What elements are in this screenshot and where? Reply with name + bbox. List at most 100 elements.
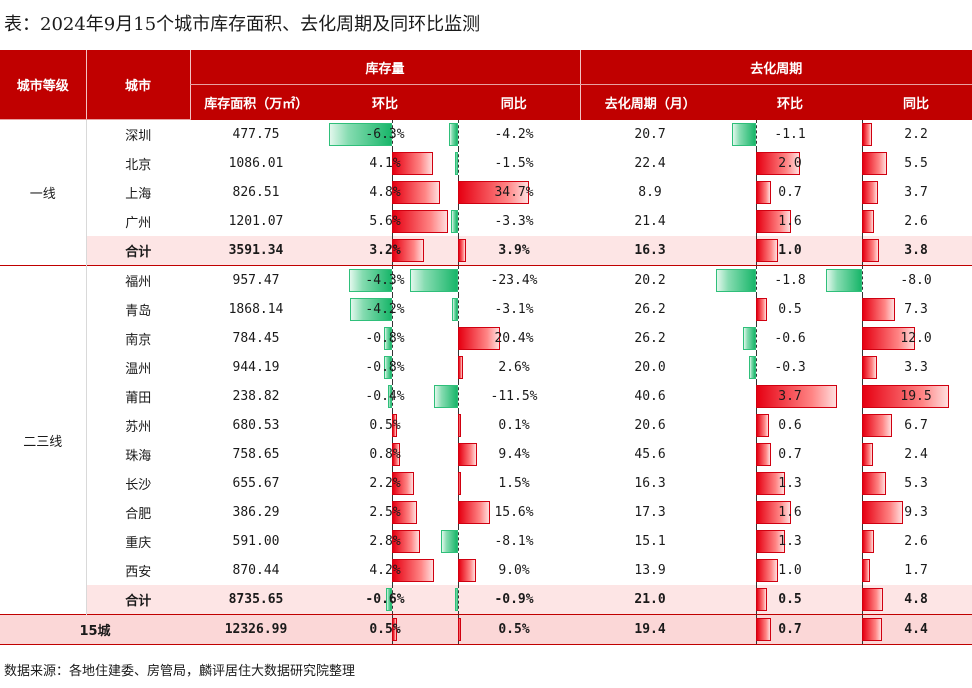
positive-bar <box>458 181 530 204</box>
cycle-yoy-cell: 4.4 <box>860 614 972 645</box>
positive-bar <box>862 443 873 466</box>
inventory-yoy-cell: 15.6% <box>448 498 580 527</box>
positive-bar <box>862 559 870 582</box>
inventory-mom-cell: -0.8% <box>322 353 448 382</box>
header-cycle-yoy: 同比 <box>860 84 972 120</box>
positive-bar <box>392 501 417 524</box>
bar-value: 2.0 <box>778 156 802 171</box>
bar-value: 3.7 <box>778 389 802 404</box>
positive-bar <box>458 414 461 437</box>
bar-value: 4.8 <box>904 592 928 607</box>
tier-cell: 二三线 <box>0 265 87 615</box>
zero-axis <box>392 295 393 324</box>
positive-bar <box>458 501 490 524</box>
positive-bar <box>862 501 904 524</box>
header-cycle: 去化周期（月） <box>579 84 721 120</box>
inventory-area-cell: 784.45 <box>232 331 280 346</box>
positive-bar <box>458 472 462 495</box>
negative-bar <box>731 123 757 146</box>
positive-bar <box>392 210 448 233</box>
positive-bar <box>756 559 779 582</box>
bar-value: 4.1% <box>369 156 401 171</box>
table-row: 苏州 680.53 0.5% 0.1% 20.6 0.6 6.7 <box>0 411 972 440</box>
inventory-yoy-cell: -4.2% <box>448 119 581 149</box>
bar-value: 0.5% <box>498 622 530 637</box>
table-row: 青岛 1868.14 -4.2% -3.1% 26.2 0.5 7.3 <box>0 295 972 324</box>
positive-bar <box>862 618 882 641</box>
bar-value: 2.6 <box>904 214 928 229</box>
bar-value: 3.9% <box>498 243 530 258</box>
header-inventory-mom: 环比 <box>322 84 448 120</box>
negative-bar <box>826 269 863 292</box>
cycle-mom-cell: 2.0 <box>720 149 860 178</box>
bar-value: 4.8% <box>369 185 401 200</box>
inventory-area-cell: 477.75 <box>190 119 322 149</box>
cycle-yoy-cell: 3.8 <box>860 236 972 266</box>
zero-axis <box>756 266 758 295</box>
positive-bar <box>392 472 414 495</box>
positive-bar <box>756 152 801 175</box>
cycle-yoy-cell: 2.2 <box>860 119 972 149</box>
inventory-yoy-cell: -3.3% <box>448 207 580 236</box>
inventory-yoy-cell: 20.4% <box>448 324 580 353</box>
cycle-mom-cell: -0.6 <box>720 324 860 353</box>
inventory-mom-cell: -0.6% <box>322 585 448 615</box>
positive-bar <box>756 588 768 611</box>
cycle-yoy-cell: 7.3 <box>860 295 972 324</box>
bar-value: -23.4% <box>490 273 538 288</box>
cycle-yoy-cell: -8.0 <box>826 265 972 295</box>
cycle-cell: 19.4 <box>580 614 721 645</box>
inventory-mom-cell: 0.5% <box>322 614 448 645</box>
inventory-yoy-cell: 34.7% <box>448 178 580 207</box>
cycle-mom-cell: 0.7 <box>720 614 861 645</box>
cycle-cell: 22.4 <box>634 156 666 171</box>
positive-bar <box>862 356 877 379</box>
negative-bar <box>410 269 458 292</box>
zero-axis <box>458 149 459 178</box>
negative-bar <box>451 298 458 321</box>
positive-bar <box>862 588 884 611</box>
positive-bar <box>458 618 461 641</box>
positive-bar <box>392 152 433 175</box>
bar-value: 0.5 <box>778 302 802 317</box>
cycle-mom-cell: 1.6 <box>720 498 860 527</box>
cycle-mom-cell: 0.5 <box>720 585 861 615</box>
positive-bar <box>392 443 400 466</box>
bar-value: 2.2 <box>904 127 928 142</box>
inventory-area-cell: 758.65 <box>232 447 280 462</box>
zero-axis <box>458 527 459 556</box>
bar-value: -6.3% <box>365 127 405 142</box>
positive-bar <box>392 530 420 553</box>
bar-value: 34.7% <box>494 185 534 200</box>
bar-value: 7.3 <box>904 302 928 317</box>
bar-value: 4.4 <box>904 622 928 637</box>
cycle-cell: 21.0 <box>580 585 721 615</box>
positive-bar <box>756 239 779 262</box>
bar-value: -8.1% <box>494 534 534 549</box>
bar-value: 1.5% <box>498 476 530 491</box>
bar-value: -0.4% <box>365 389 405 404</box>
table-row: 西安 870.44 4.2% 9.0% 13.9 1.0 1.7 <box>0 556 972 585</box>
inventory-yoy-cell: 2.6% <box>448 353 580 382</box>
bar-value: -3.1% <box>494 302 534 317</box>
inventory-mom-cell: 4.1% <box>322 149 448 178</box>
bar-value: 5.3 <box>904 476 928 491</box>
bar-value: -0.8% <box>365 331 405 346</box>
negative-bar <box>455 588 458 611</box>
positive-bar <box>392 618 397 641</box>
header-cycle-mom: 环比 <box>720 84 861 120</box>
cycle-mom-cell: 1.0 <box>720 556 860 585</box>
cycle-cell: 20.2 <box>580 265 721 295</box>
bar-value: 2.5% <box>369 505 401 520</box>
zero-axis <box>756 324 758 353</box>
positive-bar <box>756 472 785 495</box>
positive-bar <box>756 443 772 466</box>
bar-value: 9.4% <box>498 447 530 462</box>
negative-bar <box>434 385 458 408</box>
positive-bar <box>756 501 792 524</box>
subtotal-label: 合计 <box>86 236 190 266</box>
bar-value: 0.7 <box>778 185 802 200</box>
cycle-mom-cell: -1.1 <box>720 119 861 149</box>
bar-value: 12.0 <box>900 331 932 346</box>
cycle-mom-cell: 1.3 <box>720 469 860 498</box>
